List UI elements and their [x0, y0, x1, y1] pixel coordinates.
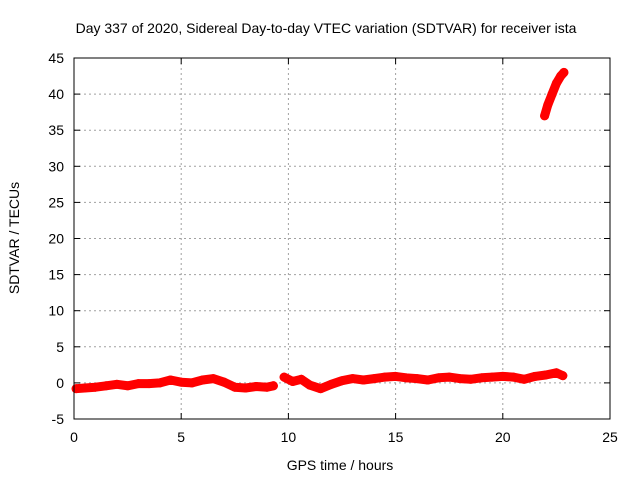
data-point — [112, 379, 122, 389]
data-point — [433, 373, 443, 383]
data-point — [466, 374, 476, 384]
data-point — [509, 372, 519, 382]
data-point — [401, 373, 411, 383]
x-tick-label: 20 — [495, 429, 511, 445]
ticks: 0 5 10 15 20 25 -5 0 5 10 15 20 25 30 35 40 45 — [48, 50, 618, 445]
data-point — [337, 376, 347, 386]
data-point — [176, 377, 186, 387]
data-point — [187, 378, 197, 388]
data-point — [423, 375, 433, 385]
y-axis-label: SDTVAR / TECUs — [6, 182, 22, 294]
data-point — [551, 78, 561, 88]
data-point — [391, 371, 401, 381]
data-point — [288, 376, 298, 386]
series-layer — [71, 67, 569, 394]
y-tick-label: 15 — [48, 267, 64, 283]
data-point — [251, 382, 261, 392]
data-point — [476, 373, 486, 383]
y-tick-label: 5 — [56, 339, 64, 355]
x-axis-label: GPS time / hours — [287, 457, 394, 473]
data-point — [296, 374, 306, 384]
series-band — [279, 368, 568, 394]
data-point — [559, 67, 569, 77]
data-point — [543, 100, 553, 110]
data-point — [144, 379, 154, 389]
x-tick-label: 0 — [70, 429, 78, 445]
data-point — [230, 382, 240, 392]
data-point — [316, 384, 326, 394]
data-point — [412, 374, 422, 384]
data-point — [358, 375, 368, 385]
x-tick-label: 25 — [602, 429, 618, 445]
data-point — [444, 372, 454, 382]
data-point — [530, 371, 540, 381]
data-point — [165, 375, 175, 385]
data-point — [101, 381, 111, 391]
data-point — [498, 371, 508, 381]
data-point — [219, 377, 229, 387]
y-tick-label: 45 — [48, 50, 64, 66]
data-point — [380, 372, 390, 382]
data-point — [547, 89, 557, 99]
data-point — [558, 371, 568, 381]
data-point — [268, 381, 278, 391]
data-point — [541, 370, 551, 380]
data-point — [348, 374, 358, 384]
data-point — [80, 383, 90, 393]
data-point — [455, 374, 465, 384]
y-tick-label: 0 — [56, 375, 64, 391]
data-point — [241, 383, 251, 393]
y-tick-label: 40 — [48, 86, 64, 102]
data-point — [519, 374, 529, 384]
data-point — [540, 111, 550, 121]
x-tick-label: 5 — [177, 429, 185, 445]
data-point — [279, 372, 289, 382]
data-point — [155, 378, 165, 388]
y-tick-label: -5 — [52, 411, 65, 427]
y-tick-label: 20 — [48, 231, 64, 247]
data-point — [133, 379, 143, 389]
data-point — [123, 381, 133, 391]
data-point — [90, 382, 100, 392]
data-point — [369, 374, 379, 384]
y-tick-label: 10 — [48, 303, 64, 319]
x-tick-label: 15 — [388, 429, 404, 445]
y-tick-label: 35 — [48, 122, 64, 138]
data-point — [208, 374, 218, 384]
y-tick-label: 30 — [48, 158, 64, 174]
data-point — [487, 372, 497, 382]
x-tick-label: 10 — [281, 429, 297, 445]
data-point — [198, 375, 208, 385]
data-point — [71, 384, 81, 394]
grid — [74, 58, 610, 419]
chart-title: Day 337 of 2020, Sidereal Day-to-day VTE… — [76, 20, 577, 36]
y-tick-label: 25 — [48, 194, 64, 210]
data-point — [326, 379, 336, 389]
data-point — [305, 380, 315, 390]
